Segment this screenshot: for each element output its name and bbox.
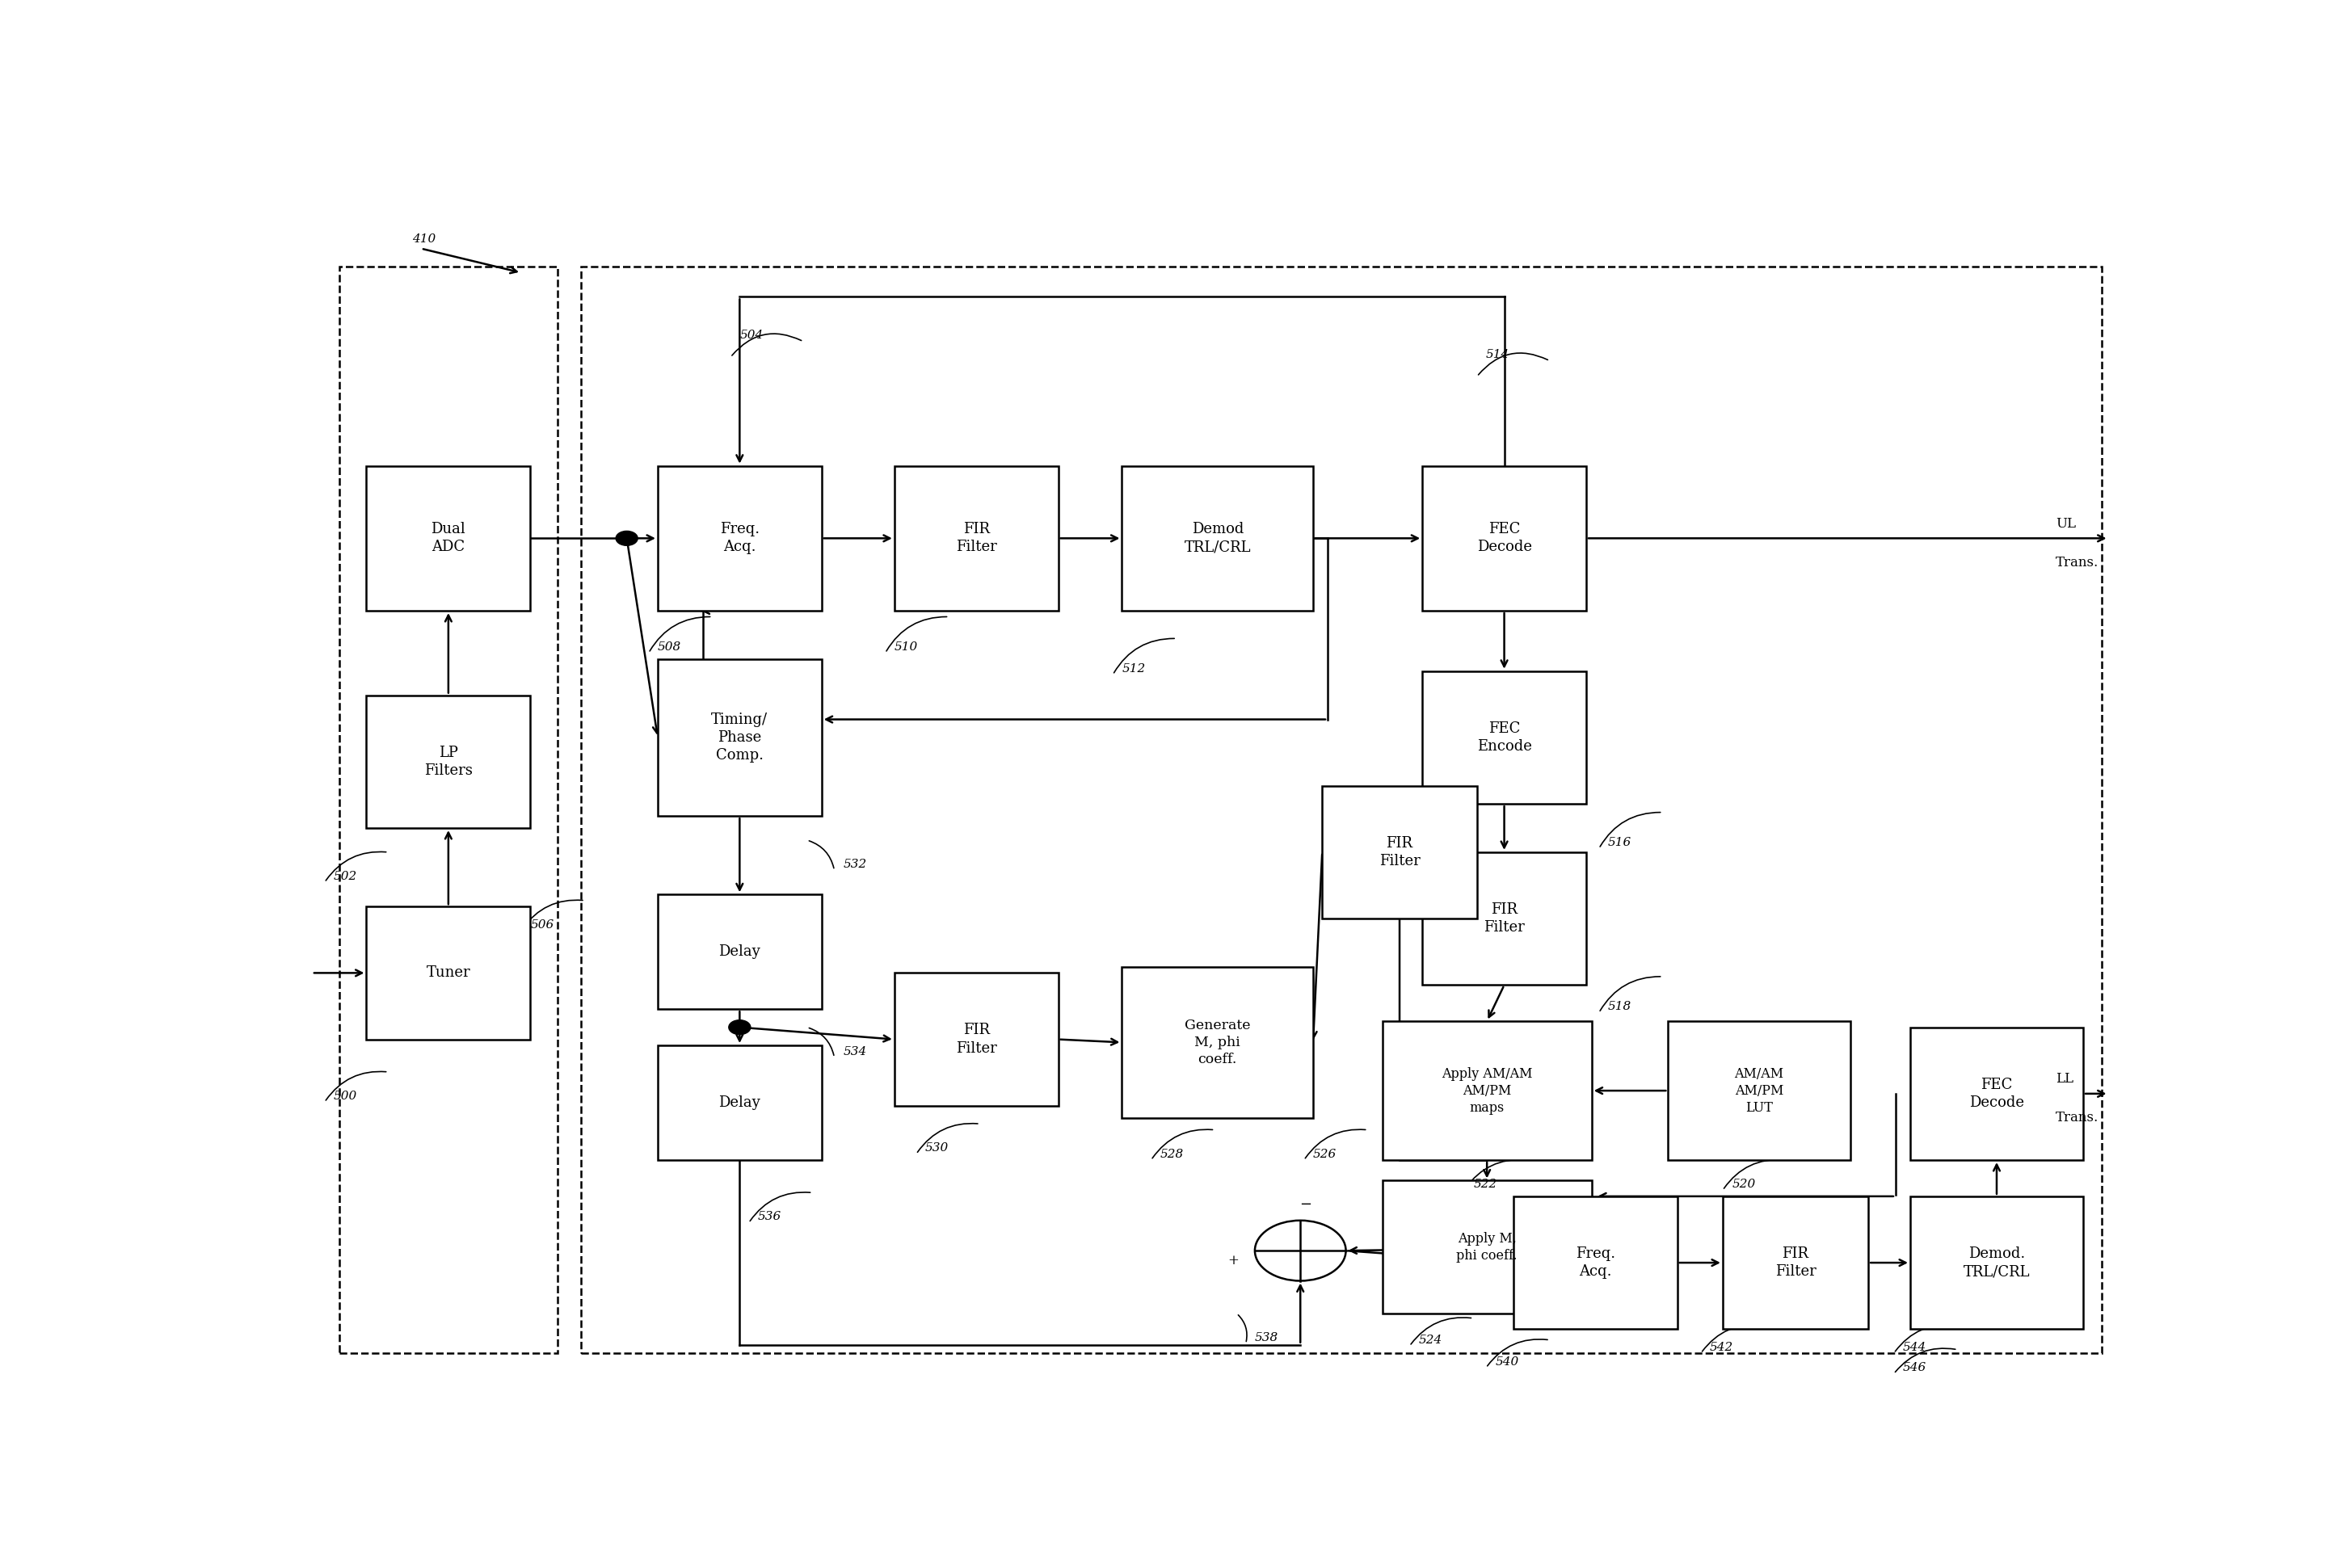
Text: FEC
Decode: FEC Decode	[1968, 1077, 2025, 1110]
Text: FIR
Filter: FIR Filter	[1379, 836, 1421, 869]
Text: 536: 536	[759, 1210, 782, 1223]
Text: Trans.: Trans.	[2055, 1112, 2100, 1124]
Circle shape	[615, 532, 637, 546]
Bar	[658, 659, 822, 815]
Text: LP
Filters: LP Filters	[425, 745, 472, 778]
Bar	[1910, 1027, 2084, 1160]
Text: 538: 538	[1254, 1331, 1278, 1344]
Text: 504: 504	[740, 329, 763, 342]
Bar	[366, 906, 531, 1040]
Text: Generate
M, phi
coeff.: Generate M, phi coeff.	[1184, 1019, 1250, 1066]
Text: +: +	[1229, 1253, 1238, 1267]
Text: Freq.
Acq.: Freq. Acq.	[719, 522, 759, 555]
Text: FIR
Filter: FIR Filter	[1776, 1247, 1816, 1279]
Bar	[1910, 1196, 2084, 1330]
Bar	[1123, 466, 1313, 612]
Bar	[1423, 671, 1586, 804]
Text: 410: 410	[411, 234, 435, 245]
Text: 546: 546	[1903, 1363, 1926, 1374]
Text: 510: 510	[895, 641, 918, 652]
Text: 520: 520	[1731, 1179, 1755, 1190]
Text: 514: 514	[1487, 350, 1510, 361]
Text: 522: 522	[1473, 1179, 1496, 1190]
Text: 500: 500	[334, 1090, 357, 1102]
Text: 518: 518	[1609, 1000, 1633, 1013]
Text: FEC
Decode: FEC Decode	[1478, 522, 1532, 555]
Text: −: −	[1299, 1198, 1313, 1212]
Text: 532: 532	[843, 859, 867, 870]
Text: 542: 542	[1710, 1342, 1734, 1353]
Text: Dual
ADC: Dual ADC	[432, 522, 465, 555]
Text: 534: 534	[843, 1046, 867, 1057]
Text: Delay: Delay	[719, 944, 761, 960]
Bar	[1423, 853, 1586, 985]
Circle shape	[1254, 1220, 1346, 1281]
Text: 526: 526	[1313, 1148, 1337, 1160]
Text: 516: 516	[1609, 837, 1633, 848]
Text: Apply AM/AM
AM/PM
maps: Apply AM/AM AM/PM maps	[1442, 1066, 1532, 1115]
Bar	[366, 466, 531, 612]
Text: AM/AM
AM/PM
LUT: AM/AM AM/PM LUT	[1734, 1066, 1783, 1115]
Bar	[658, 894, 822, 1010]
Bar	[895, 972, 1059, 1105]
Text: FEC
Encode: FEC Encode	[1478, 721, 1532, 754]
Text: Apply M,
phi coeff.: Apply M, phi coeff.	[1456, 1232, 1517, 1262]
Text: 540: 540	[1496, 1356, 1520, 1367]
Bar	[1381, 1181, 1593, 1314]
Text: 524: 524	[1419, 1334, 1442, 1345]
Bar	[1322, 786, 1478, 919]
Text: Timing/
Phase
Comp.: Timing/ Phase Comp.	[712, 712, 768, 762]
Bar	[1423, 466, 1586, 612]
Text: Delay: Delay	[719, 1096, 761, 1110]
Bar	[1123, 967, 1313, 1118]
Bar	[1668, 1021, 1851, 1160]
Text: 502: 502	[334, 870, 357, 883]
Text: FIR
Filter: FIR Filter	[1485, 902, 1525, 935]
Circle shape	[728, 1021, 752, 1035]
Bar	[658, 466, 822, 612]
Text: FIR
Filter: FIR Filter	[956, 522, 996, 555]
Text: 506: 506	[531, 919, 554, 930]
Bar	[1722, 1196, 1867, 1330]
Text: 530: 530	[926, 1143, 949, 1154]
Text: FIR
Filter: FIR Filter	[956, 1022, 996, 1055]
Text: 528: 528	[1160, 1148, 1184, 1160]
Bar	[658, 1046, 822, 1160]
Text: LL: LL	[2055, 1073, 2074, 1087]
Text: Trans.: Trans.	[2055, 555, 2100, 569]
Text: Demod
TRL/CRL: Demod TRL/CRL	[1184, 522, 1252, 555]
Bar	[338, 267, 557, 1353]
Text: 512: 512	[1123, 663, 1146, 674]
Text: Demod.
TRL/CRL: Demod. TRL/CRL	[1964, 1247, 2030, 1279]
Text: UL: UL	[2055, 517, 2077, 530]
Bar	[895, 466, 1059, 612]
Bar	[1513, 1196, 1677, 1330]
Text: Freq.
Acq.: Freq. Acq.	[1576, 1247, 1616, 1279]
Bar	[1381, 1021, 1593, 1160]
Text: 544: 544	[1903, 1342, 1926, 1353]
Bar	[366, 695, 531, 828]
Bar	[580, 267, 2102, 1353]
Text: Tuner: Tuner	[425, 966, 470, 980]
Text: 508: 508	[658, 641, 681, 652]
